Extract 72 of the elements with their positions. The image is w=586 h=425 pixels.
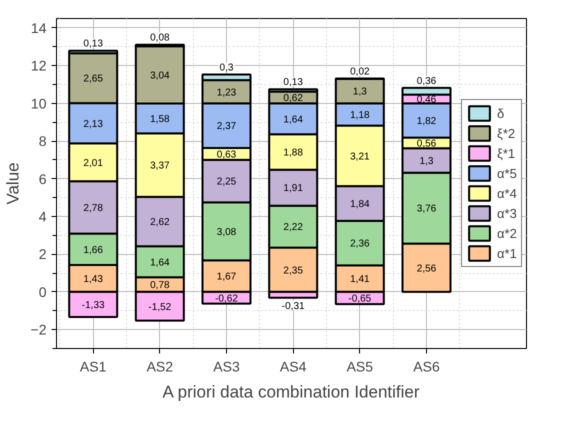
- data-label: 2,78: [83, 202, 104, 214]
- y-tick-label: 0: [38, 284, 47, 300]
- x-tick-label: AS1: [80, 358, 107, 374]
- x-tick-label: AS5: [346, 358, 374, 374]
- data-label: 1,3: [420, 156, 434, 167]
- data-label: 0,13: [83, 38, 104, 50]
- data-label: 0,13: [283, 77, 304, 88]
- y-tick-label: 2: [38, 246, 47, 262]
- data-label: 1,3: [352, 86, 368, 98]
- legend-label: α*1: [497, 246, 517, 260]
- data-label: 0,62: [283, 93, 304, 104]
- data-label: 2,56: [416, 263, 437, 274]
- data-label: 2,01: [83, 158, 104, 169]
- y-tick-label: 6: [38, 170, 47, 187]
- data-label: 2,35: [283, 265, 304, 276]
- y-tick-label: −2: [30, 322, 47, 338]
- data-label: 0,02: [350, 66, 370, 78]
- data-label: 3,04: [150, 70, 170, 82]
- data-label: 0,46: [416, 94, 437, 106]
- data-label: 3,08: [216, 226, 237, 238]
- y-tick-label: 14: [30, 20, 47, 36]
- y-tick-label: 12: [30, 58, 47, 74]
- data-label: 0,08: [150, 32, 170, 44]
- legend-label: α*4: [497, 186, 517, 200]
- data-label: 1,88: [283, 148, 304, 159]
- legend-label: α*5: [497, 166, 517, 180]
- data-label: 1,41: [350, 274, 370, 286]
- data-label: 2,65: [83, 74, 104, 85]
- data-label: 2,22: [283, 222, 304, 234]
- data-label: 1,18: [350, 110, 370, 121]
- data-label: 0,56: [416, 138, 437, 150]
- y-tick-label: 10: [30, 95, 47, 112]
- data-label: 1,67: [216, 272, 237, 283]
- y-tick-label: 4: [38, 208, 47, 224]
- data-label: 0,36: [416, 76, 437, 87]
- data-label: -1,52: [148, 302, 172, 313]
- data-label: 1,91: [283, 183, 304, 194]
- data-label: -0,31: [282, 300, 305, 312]
- data-label: -0,65: [348, 294, 372, 305]
- data-label: 1,82: [416, 116, 437, 128]
- data-label: 1,66: [83, 244, 104, 256]
- data-label: 0,63: [216, 149, 237, 160]
- data-label: 1,84: [350, 198, 370, 210]
- data-label: 3,21: [350, 151, 370, 162]
- data-label: 2,13: [83, 118, 104, 130]
- legend-label: δ: [497, 106, 506, 120]
- y-tick-label: 8: [38, 133, 47, 150]
- data-label: 1,23: [216, 87, 237, 98]
- legend-label: α*2: [497, 226, 517, 240]
- data-label: 0,78: [150, 280, 170, 292]
- legend-label: ξ*2: [497, 126, 516, 140]
- legend-label: α*3: [497, 206, 517, 220]
- x-tick-label: AS2: [146, 358, 174, 374]
- y-axis-title: Value: [4, 162, 23, 205]
- data-label: 1,64: [283, 114, 304, 126]
- data-label: 2,36: [350, 238, 370, 250]
- x-tick-label: AS4: [280, 358, 307, 374]
- x-tick-label: AS6: [413, 358, 440, 374]
- data-label: 2,62: [150, 217, 170, 228]
- legend-label: ξ*1: [497, 146, 516, 160]
- data-label: 3,76: [416, 204, 437, 215]
- data-label: 2,37: [216, 121, 237, 132]
- data-label: 0,3: [220, 62, 234, 74]
- x-tick-label: AS3: [213, 358, 240, 374]
- data-label: -0,62: [215, 293, 238, 304]
- x-axis-title: A priori data combination Identifier: [162, 382, 420, 402]
- data-label: 3,37: [150, 160, 170, 172]
- data-label: 1,64: [150, 257, 170, 268]
- data-label: 1,43: [83, 274, 104, 285]
- data-label: 2,25: [216, 176, 237, 188]
- data-label: -1,33: [82, 300, 105, 311]
- data-label: 1,58: [150, 114, 170, 125]
